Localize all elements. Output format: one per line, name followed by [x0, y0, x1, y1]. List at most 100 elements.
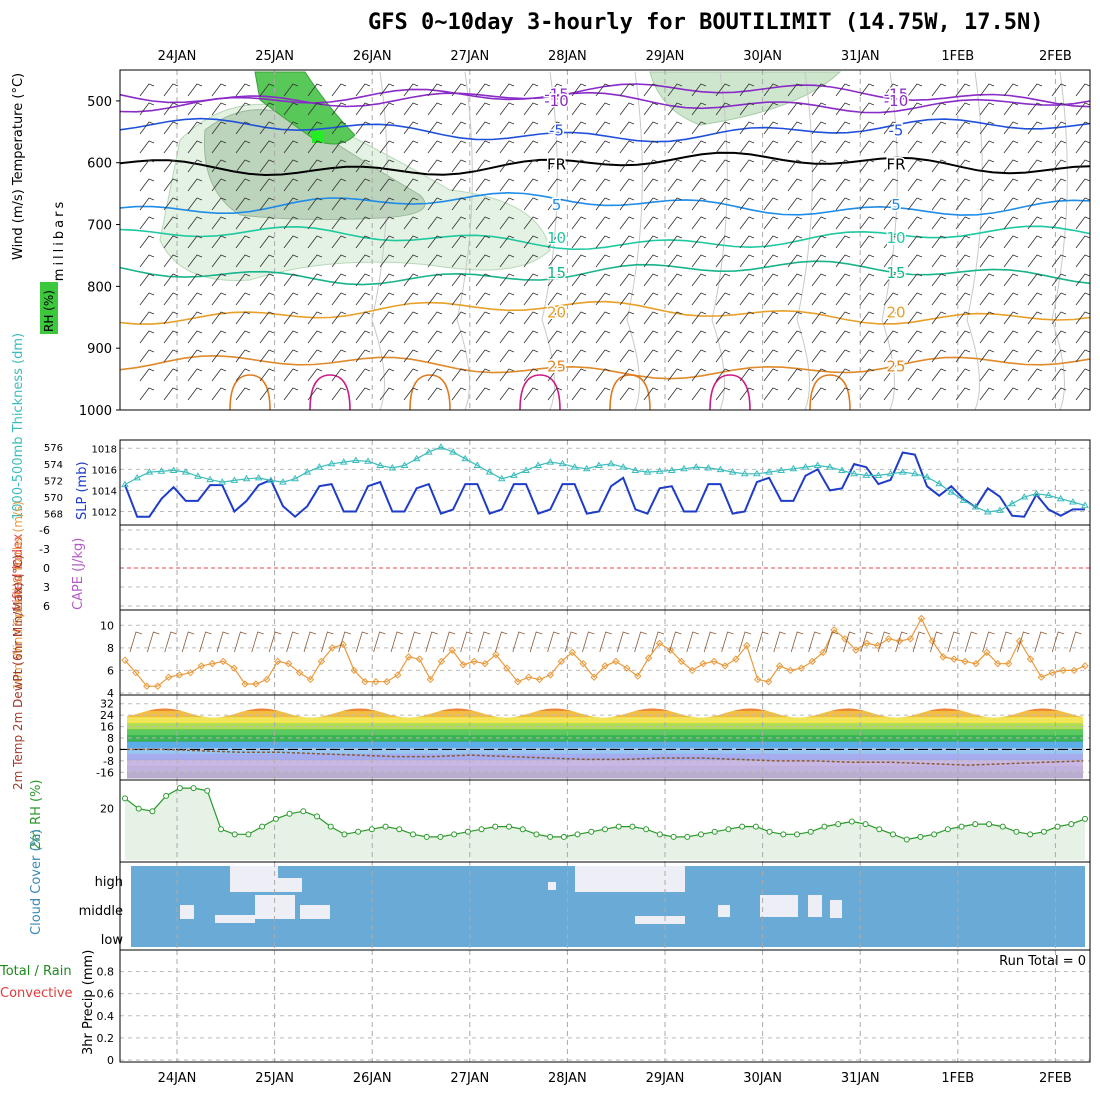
wind-barb — [283, 216, 299, 230]
wind-barb — [523, 83, 539, 97]
surface-wind-barb — [808, 631, 821, 653]
wind-speed-point — [623, 664, 631, 672]
lifted-index-tick: 0 — [43, 562, 50, 575]
wind-barb — [139, 216, 155, 230]
wind-speed-point — [808, 657, 816, 666]
wind-barb — [499, 235, 515, 249]
wind-speed-line — [124, 617, 1086, 687]
wind-barb — [523, 292, 539, 306]
thickness-point — [886, 469, 895, 477]
wind-barb — [835, 83, 851, 97]
wind-barb — [667, 159, 683, 173]
thickness-point — [194, 472, 202, 479]
wind-barb — [307, 273, 323, 287]
wind-barb — [1027, 254, 1043, 268]
thickness-tick: 568 — [44, 510, 63, 521]
thickness-point — [947, 488, 956, 495]
wind-barb — [259, 140, 275, 154]
surface-wind-barb — [930, 631, 943, 653]
wind-barb — [499, 178, 515, 192]
rh2m-point — [643, 826, 650, 833]
wind-barb — [355, 387, 371, 401]
surface-wind-barb — [582, 631, 595, 653]
wind-barb — [283, 83, 299, 97]
wind-speed-point — [1026, 655, 1035, 663]
surface-wind-barb — [234, 631, 247, 653]
date-label-top: 28JAN — [548, 49, 587, 64]
wind-barb — [1003, 235, 1019, 249]
date-label-bottom: 26JAN — [353, 1071, 392, 1086]
wind-barb — [331, 235, 347, 249]
temp-contour--5 — [119, 117, 1091, 143]
wind-barb — [379, 330, 395, 344]
thickness-point — [242, 474, 251, 482]
wind-speed-point — [306, 675, 315, 684]
wind-barb — [1003, 216, 1019, 230]
wind-speed-point — [655, 639, 664, 648]
wind-barb — [211, 121, 227, 135]
rh2m-point — [410, 831, 416, 838]
wind-barb — [715, 311, 731, 325]
wind-barb — [451, 121, 467, 135]
axis-label-rh: RH (%) — [42, 290, 56, 332]
wind-barb — [667, 273, 683, 287]
wind-barb — [499, 311, 515, 325]
temp-tick: 16 — [100, 721, 114, 734]
wind-speed-point — [274, 657, 282, 666]
wind-barb — [307, 83, 323, 97]
wind-barb — [283, 235, 299, 249]
wind-barb — [619, 102, 635, 116]
wind-barb — [523, 178, 539, 192]
wind-barb — [523, 121, 539, 135]
wind-barb — [979, 368, 995, 382]
thickness-point — [789, 464, 798, 472]
wind-barb — [787, 121, 803, 135]
thickness-point — [1020, 493, 1029, 500]
wind-barb — [571, 216, 587, 230]
wind-barb — [187, 197, 203, 211]
dewpoint-line — [127, 748, 1084, 766]
wind-barb — [979, 387, 995, 401]
wind-barb — [595, 292, 611, 306]
pressure-tick: 1000 — [79, 404, 112, 419]
wind-barb — [979, 121, 995, 135]
date-label-top: 2FEB — [1039, 49, 1072, 64]
wind-barb — [1003, 83, 1019, 97]
wind-barb — [979, 159, 995, 173]
wind-barb — [451, 311, 467, 325]
wind-barb — [427, 140, 443, 154]
wind-barb — [355, 349, 371, 363]
wind-barb — [763, 254, 779, 268]
rh2m-point — [218, 826, 224, 833]
wind-barb — [523, 330, 539, 344]
surface-wind-barb — [703, 631, 717, 653]
wind-barb — [1051, 311, 1067, 325]
wind-barb — [859, 254, 875, 268]
wind-barb — [739, 121, 755, 135]
rh2m-point — [670, 833, 677, 840]
wind-barb — [451, 349, 467, 363]
wind-speed-point — [186, 668, 195, 677]
grid-layer — [120, 70, 1090, 1062]
date-label-top: 30JAN — [743, 49, 782, 64]
wind-barb — [787, 178, 803, 192]
wind-barb — [859, 197, 875, 211]
wind-barb — [235, 292, 251, 306]
thickness-point — [157, 467, 166, 474]
wind-barb — [1075, 273, 1091, 287]
wind-barb — [1027, 102, 1043, 116]
wind-barb — [355, 216, 371, 230]
wind-barb — [1027, 197, 1043, 211]
wind-barb — [715, 178, 731, 192]
wind-barb — [787, 387, 803, 401]
surface-wind-barb — [877, 631, 891, 653]
wind-barb — [931, 83, 947, 97]
wind-barb — [691, 83, 707, 97]
rh2m-point — [588, 828, 595, 835]
thickness-point — [1068, 498, 1077, 505]
wind-barb — [355, 273, 371, 287]
wind-barb — [283, 159, 299, 173]
wind-barb — [1075, 311, 1091, 325]
rh2m-point — [574, 831, 581, 838]
wind-barb — [1075, 368, 1091, 382]
